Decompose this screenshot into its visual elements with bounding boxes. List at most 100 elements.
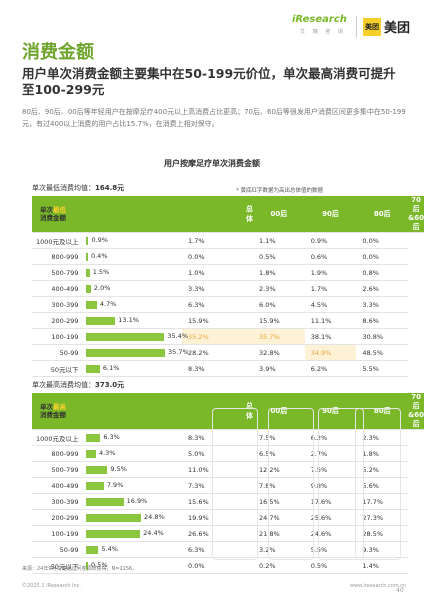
row-label: 300-399 bbox=[32, 296, 85, 313]
avg-max-label: 单次最高消费均值： bbox=[32, 381, 95, 389]
iresearch-logo: iResearch bbox=[292, 14, 347, 25]
value-cell: 1.8% bbox=[253, 264, 305, 281]
page-number: 40 bbox=[396, 587, 404, 594]
bar-value-label: 16.9% bbox=[126, 497, 148, 505]
value-cell: 1.7% bbox=[304, 280, 357, 297]
bar bbox=[86, 365, 100, 373]
bar-cell: 4.7% bbox=[84, 296, 182, 313]
bar-cell: 4.3% bbox=[84, 445, 182, 462]
avg-min-value: 164.8元 bbox=[95, 184, 125, 192]
bar-value-label: 6.1% bbox=[102, 364, 120, 372]
value-cell: 1.7% bbox=[182, 232, 253, 249]
value-cell: 5.2% bbox=[356, 461, 409, 478]
value-cell: 1.1% bbox=[253, 232, 305, 249]
bar-value-label: 0.9% bbox=[91, 236, 108, 244]
value-cell: 5.6% bbox=[356, 477, 409, 494]
bar bbox=[86, 349, 166, 357]
row-label: 50元以下 bbox=[32, 360, 85, 377]
bar-value-label: 4.7% bbox=[99, 300, 117, 308]
column-header: 单次最高 消费金额 bbox=[32, 393, 182, 430]
bar-cell: 16.9% bbox=[84, 493, 182, 510]
page-title: 消费金额 bbox=[22, 42, 94, 63]
ghost-column bbox=[318, 408, 364, 560]
value-cell: 16.5% bbox=[253, 493, 305, 510]
value-cell: 6.0% bbox=[253, 296, 305, 313]
value-cell: 27.3% bbox=[356, 509, 409, 526]
copyright: ©2025.1 iResearch Inc. bbox=[22, 583, 81, 589]
bar-value-label: 9.5% bbox=[110, 465, 127, 473]
value-cell: 19.9% bbox=[182, 509, 253, 526]
table-row: 200-299 13.1% 15.9% 15.9% 11.1% 8.6% bbox=[32, 312, 424, 329]
value-cell: 3.3% bbox=[356, 296, 409, 313]
description: 80后、90后、00后等年轻用户在按摩足疗400元以上高消费占比更高；70后、6… bbox=[22, 108, 406, 128]
value-cell: 35.7% bbox=[253, 328, 305, 345]
bar-cell: 1.5% bbox=[84, 264, 182, 281]
value-cell: 30.8% bbox=[356, 328, 409, 345]
table-row: 300-399 16.9% 15.6% 16.5% 17.6% 17.7% bbox=[32, 493, 424, 510]
value-cell: 2.3% bbox=[356, 429, 409, 446]
table-row: 100-199 35.4% 35.2% 35.7% 38.1% 30.8% bbox=[32, 328, 424, 345]
table-row: 100-199 24.4% 26.6% 21.8% 24.6% 28.5% bbox=[32, 525, 424, 542]
value-cell: 17.6% bbox=[304, 493, 357, 510]
bar bbox=[86, 450, 96, 458]
meituan-logo-text: 美团 bbox=[384, 21, 411, 36]
table-row: 1000元及以上 6.3% 8.3% 7.5% 6.2% 2.3% bbox=[32, 429, 424, 446]
bar-cell: 6.3% bbox=[84, 429, 182, 446]
value-cell: 21.8% bbox=[253, 525, 305, 542]
bar bbox=[86, 301, 97, 309]
bar-cell: 6.1% bbox=[84, 360, 182, 377]
bar-cell: 9.5% bbox=[84, 461, 182, 478]
table-header-row: 单次最低 消费金额 总体 00后 90后 80后 70后&60后 bbox=[32, 196, 424, 233]
value-cell: 1.0% bbox=[182, 264, 253, 281]
bar-cell: 13.1% bbox=[84, 312, 182, 329]
value-cell: 8.3% bbox=[182, 429, 253, 446]
table-row: 800-999 4.3% 5.0% 6.5% 2.7% 1.8% bbox=[32, 445, 424, 462]
value-cell: 5.0% bbox=[182, 445, 253, 462]
bar bbox=[86, 514, 142, 522]
table-row: 400-499 7.9% 7.3% 7.8% 9.8% 5.6% bbox=[32, 477, 424, 494]
row-label: 800-999 bbox=[32, 248, 85, 265]
ghost-column bbox=[355, 408, 401, 560]
row-label: 200-299 bbox=[32, 509, 85, 526]
column-header: 90后 bbox=[304, 196, 357, 233]
table-row: 300-399 4.7% 6.3% 6.0% 4.5% 3.3% bbox=[32, 296, 424, 313]
column-header: 70后&60后 bbox=[408, 393, 424, 430]
bar-cell: 24.4% bbox=[84, 525, 182, 542]
value-cell: 0.0% bbox=[356, 232, 409, 249]
bar-value-label: 1.5% bbox=[92, 268, 110, 276]
value-cell: 0.0% bbox=[182, 557, 253, 574]
avg-min: 单次最低消费均值：164.8元 bbox=[32, 183, 124, 193]
bar-cell: 0.5% bbox=[84, 557, 182, 574]
value-cell: 7.3% bbox=[182, 477, 253, 494]
bar bbox=[86, 333, 165, 341]
iresearch-subtext: 艾 瑞 咨 询 bbox=[300, 29, 346, 35]
value-cell: 8.3% bbox=[182, 360, 253, 377]
bar-value-label: 6.3% bbox=[103, 433, 120, 441]
value-cell: 15.9% bbox=[253, 312, 305, 329]
value-cell: 6.5% bbox=[253, 445, 305, 462]
value-cell: 48.5% bbox=[356, 344, 409, 361]
value-cell: 0.6% bbox=[304, 248, 357, 265]
value-cell: 0.8% bbox=[356, 264, 409, 281]
row-label: 500-799 bbox=[32, 461, 85, 478]
value-cell: 15.6% bbox=[182, 493, 253, 510]
column-header: 总体 bbox=[182, 196, 253, 233]
value-cell: 35.2% bbox=[182, 328, 253, 345]
value-cell: 26.6% bbox=[182, 525, 253, 542]
column-header: 00后 bbox=[253, 393, 305, 430]
bar-cell: 35.4% bbox=[84, 328, 188, 345]
row-label: 1000元及以上 bbox=[32, 429, 85, 446]
value-cell: 3.9% bbox=[253, 360, 305, 377]
table-row: 50-99 5.4% 6.3% 3.2% 5.5% 9.3% bbox=[32, 541, 424, 558]
bar bbox=[86, 317, 116, 325]
value-cell: 0.5% bbox=[253, 248, 305, 265]
bar-value-label: 7.9% bbox=[106, 481, 124, 489]
bar-value-label: 24.8% bbox=[144, 513, 165, 521]
row-label: 200-299 bbox=[32, 312, 85, 329]
chart-title: 用户按摩足疗单次消费金额 bbox=[164, 159, 260, 168]
brand-divider bbox=[356, 16, 357, 38]
bar-value-label: 2.0% bbox=[93, 284, 111, 292]
value-cell: 7.5% bbox=[253, 429, 305, 446]
bar-cell: 24.8% bbox=[84, 509, 182, 526]
bar-value-label: 0.5% bbox=[90, 561, 108, 569]
